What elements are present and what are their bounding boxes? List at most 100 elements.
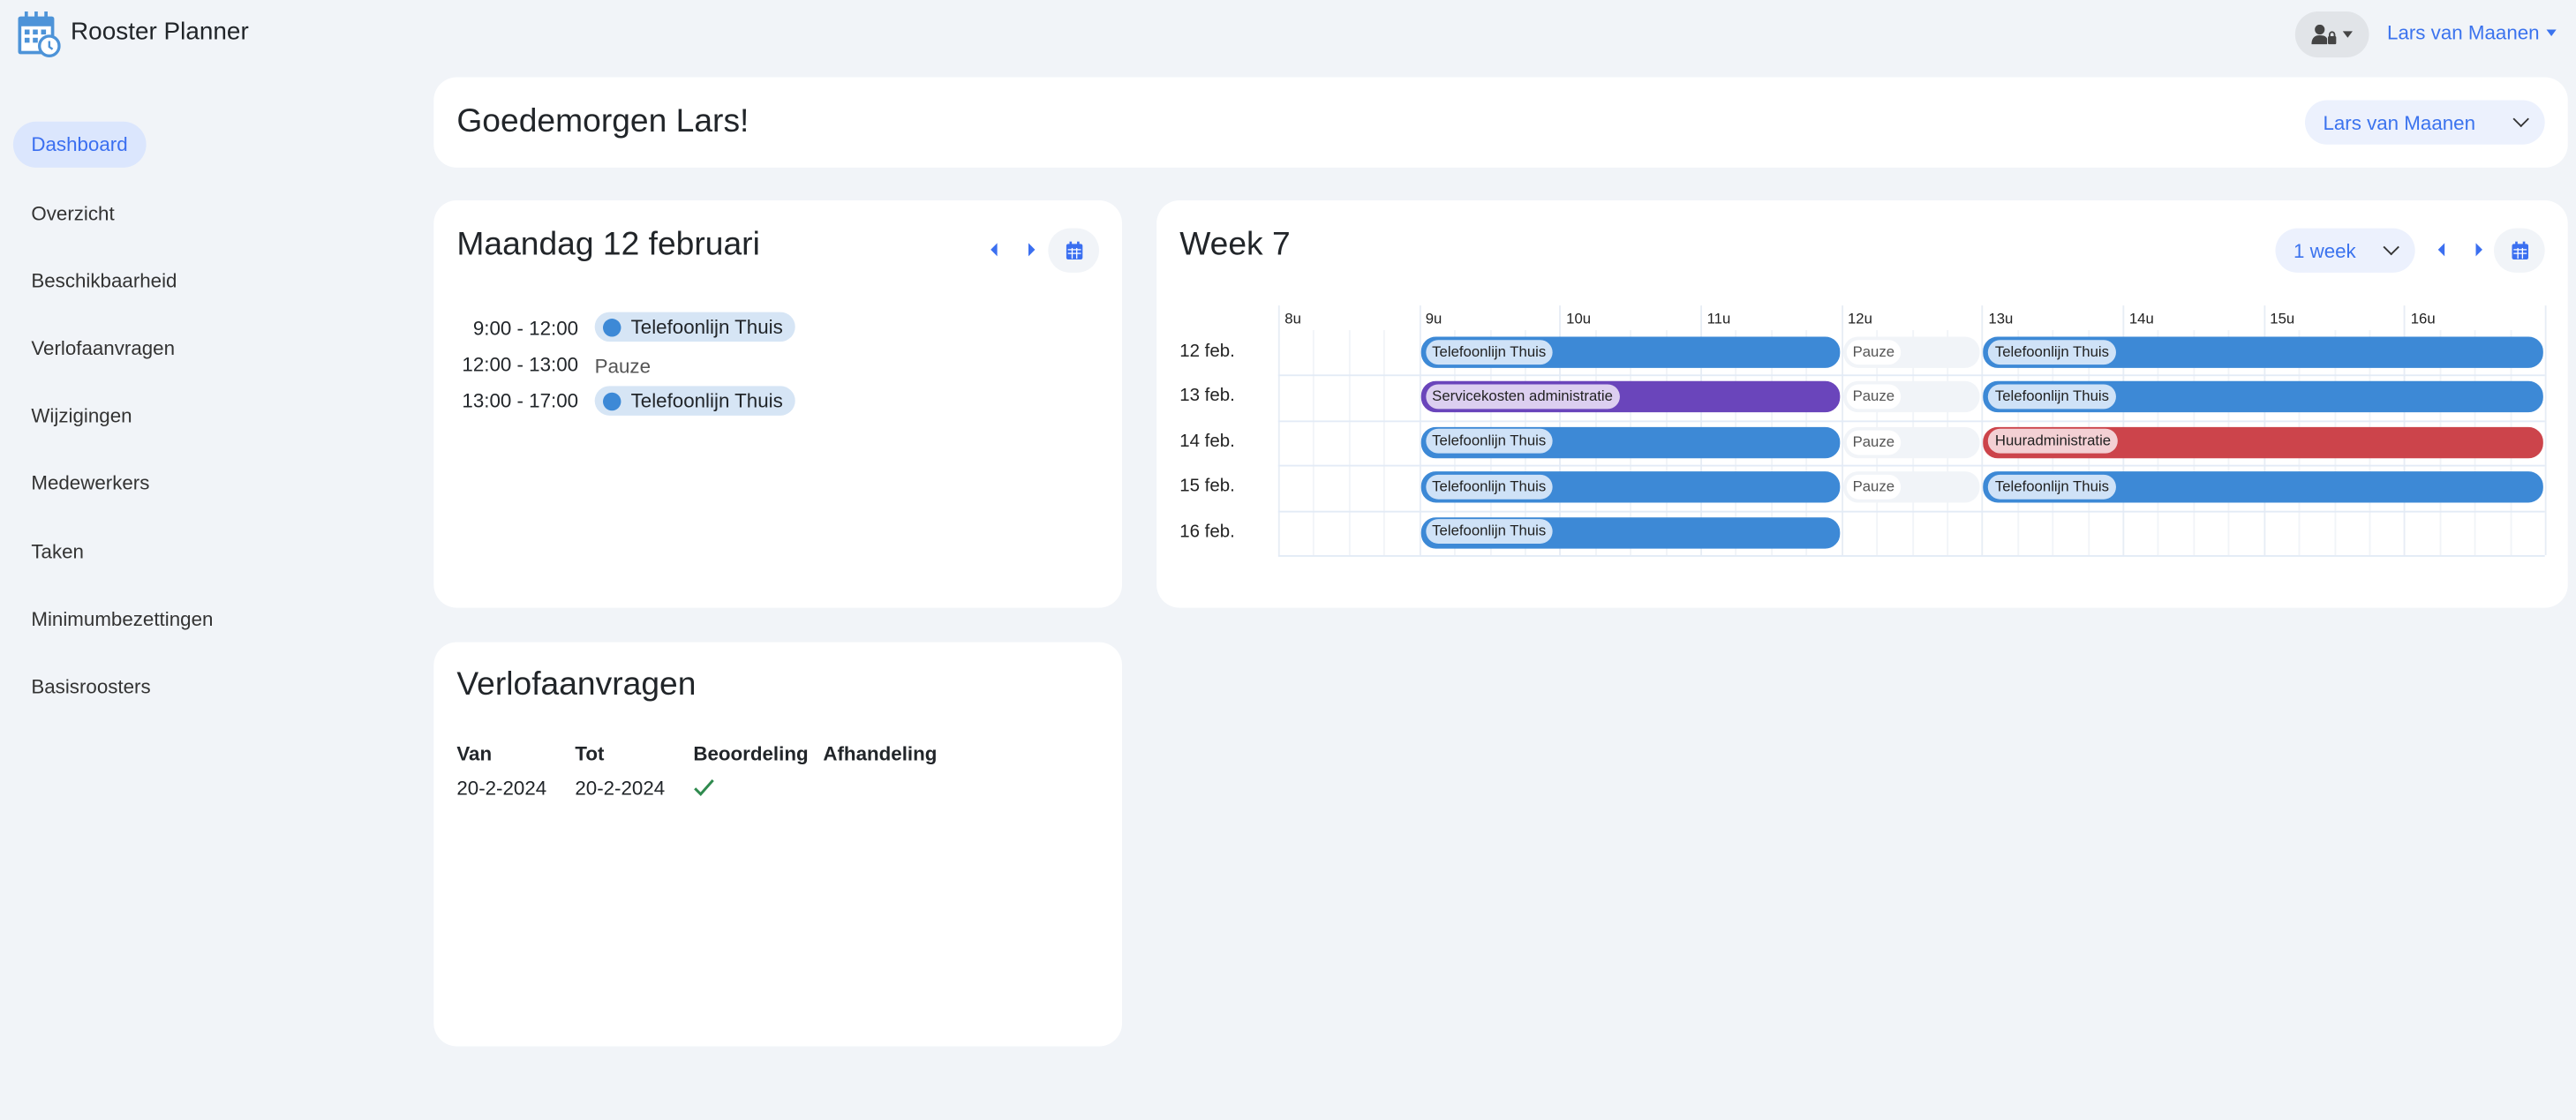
sidebar-item-basisroosters[interactable]: Basisroosters [31,674,151,698]
shift-block[interactable]: Telefoonlijn Thuis [1420,516,1840,548]
pause-block[interactable]: Pauze [1842,426,1981,458]
block-label: Pauze [1846,475,1902,500]
app-title: Rooster Planner [71,18,249,47]
hour-tick-label: 10u [1566,310,1592,327]
entry-pause-label: Pauze [594,354,652,379]
column-header-van: Van [456,742,493,766]
grid-line [1277,305,1280,556]
hour-tick-label: 11u [1706,310,1731,327]
entry-label: Telefoonlijn Thuis [630,389,783,413]
entry-label: Telefoonlijn Thuis [630,315,783,339]
hour-tick-label: 9u [1425,310,1442,327]
calendar-icon [2511,241,2528,260]
column-header-afhandeling: Afhandeling [823,742,938,766]
block-label: Huuradministratie [1988,429,2118,455]
shift-block[interactable]: Telefoonlijn Thuis [1983,381,2543,413]
shift-block[interactable]: Servicekosten administratie [1420,381,1840,413]
grid-line [2544,305,2547,556]
user-name: Lars van Maanen [2387,21,2540,45]
shift-block[interactable]: Telefoonlijn Thuis [1420,471,1840,503]
day-entry-shift[interactable]: Telefoonlijn Thuis [594,312,795,342]
hour-tick-label: 14u [2128,310,2154,327]
approved-check-icon [694,778,714,796]
sidebar-item-minimumbezettingen[interactable]: Minimumbezettingen [31,607,214,631]
previous-week-button[interactable] [2437,243,2445,257]
day-row-label: 15 feb. [1179,477,1235,497]
block-label: Pauze [1846,385,1902,410]
block-label: Servicekosten administratie [1425,384,1620,410]
grid-line [1841,305,1843,556]
calendar-clock-logo-icon [18,11,61,57]
block-label: Telefoonlijn Thuis [1988,384,2116,410]
sidebar-item-taken[interactable]: Taken [31,540,84,564]
next-week-button[interactable] [2475,243,2482,257]
entry-time: 12:00 - 13:00 [462,353,579,377]
grid-line [1348,330,1351,556]
sidebar-item-dashboard[interactable]: Dashboard [12,121,147,168]
hour-tick-label: 8u [1284,310,1301,327]
leave-title: Verlofaanvragen [456,666,697,703]
shift-block[interactable]: Telefoonlijn Thuis [1983,471,2543,503]
user-menu[interactable]: Lars van Maanen [2387,21,2557,45]
column-header-beoordeling: Beoordeling [693,742,809,766]
role-switch-button[interactable] [2294,11,2369,58]
hour-tick-label: 12u [1847,310,1872,327]
day-title: Maandag 12 februari [456,226,760,263]
shift-color-dot [602,391,621,410]
shift-block[interactable]: Telefoonlijn Thuis [1983,336,2543,368]
week-calendar-button[interactable] [2493,228,2545,273]
entry-time: 9:00 - 12:00 [472,317,579,341]
pause-block[interactable]: Pauze [1842,381,1981,413]
row-divider [1277,465,2545,467]
block-label: Telefoonlijn Thuis [1425,519,1553,545]
row-divider [1277,555,2545,557]
employee-select[interactable]: Lars van Maanen [2304,100,2545,145]
day-row-label: 14 feb. [1179,432,1235,452]
grid-line [1383,330,1386,556]
greeting-title: Goedemorgen Lars! [456,103,749,140]
shift-block[interactable]: Telefoonlijn Thuis [1420,336,1840,368]
sidebar-item-overzicht[interactable]: Overzicht [31,201,115,225]
leave-requests-card [433,642,1123,1047]
block-label: Telefoonlijn Thuis [1425,429,1553,455]
block-label: Telefoonlijn Thuis [1425,474,1553,500]
sidebar-item-beschikbaarheid[interactable]: Beschikbaarheid [31,269,177,293]
day-row-label: 13 feb. [1179,387,1235,407]
leave-van: 20-2-2024 [456,777,547,801]
caret-down-icon [2342,31,2353,38]
user-lock-icon [2311,24,2337,45]
sidebar-item-verlofaanvragen[interactable]: Verlofaanvragen [31,336,176,360]
calendar-icon [1065,241,1082,260]
pause-block[interactable]: Pauze [1842,336,1981,368]
week-title: Week 7 [1179,226,1291,263]
block-label: Pauze [1846,340,1902,365]
chevron-down-icon [2383,238,2399,256]
row-divider [1277,375,2545,377]
employee-select-value: Lars van Maanen [2323,110,2476,134]
block-label: Telefoonlijn Thuis [1425,339,1553,365]
sidebar-item-medewerkers[interactable]: Medewerkers [31,471,150,495]
shift-block[interactable]: Telefoonlijn Thuis [1420,426,1840,458]
chevron-down-icon [2512,110,2529,128]
entry-time: 13:00 - 17:00 [462,389,579,413]
day-row-label: 16 feb. [1179,522,1235,542]
previous-day-button[interactable] [990,243,998,257]
day-calendar-button[interactable] [1048,228,1100,273]
block-label: Pauze [1846,430,1902,455]
grid-line [1313,330,1315,556]
shift-color-dot [602,318,621,336]
next-day-button[interactable] [1028,243,1036,257]
leave-tot: 20-2-2024 [575,777,666,801]
grid-line [1419,305,1421,556]
block-label: Telefoonlijn Thuis [1988,474,2116,500]
caret-down-icon [2546,29,2557,36]
hour-tick-label: 15u [2270,310,2295,327]
row-divider [1277,510,2545,512]
pause-block[interactable]: Pauze [1842,471,1981,503]
day-entry-shift[interactable]: Telefoonlijn Thuis [594,386,795,416]
week-range-select[interactable]: 1 week [2275,228,2415,273]
sidebar-item-wijzigingen[interactable]: Wijzigingen [31,403,132,427]
row-divider [1277,420,2545,422]
shift-block[interactable]: Huuradministratie [1983,426,2543,458]
day-row-label: 12 feb. [1179,342,1235,362]
